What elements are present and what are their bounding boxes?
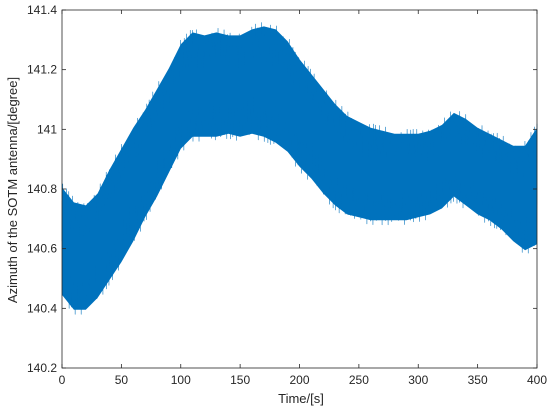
series-0-line xyxy=(61,22,538,315)
x-tick-label: 100 xyxy=(171,373,191,387)
y-tick-label: 141 xyxy=(37,122,57,136)
y-tick-label: 140.8 xyxy=(27,182,57,196)
x-tick-label: 250 xyxy=(349,373,369,387)
x-tick-label: 300 xyxy=(408,373,428,387)
y-axis-label: Azimuth of the SOTM antenna/[degree] xyxy=(5,77,20,303)
x-tick-label: 50 xyxy=(115,373,129,387)
y-tick-label: 140.4 xyxy=(27,301,57,315)
x-tick-label: 400 xyxy=(527,373,547,387)
x-tick-label: 150 xyxy=(230,373,250,387)
y-tick-label: 141.2 xyxy=(27,63,57,77)
x-tick-label: 0 xyxy=(59,373,66,387)
x-tick-label: 350 xyxy=(468,373,488,387)
plot-area xyxy=(61,22,538,315)
axes: 0 50 100 150 200 250 300 350 400 140.2 140.4 140.6 1… xyxy=(27,3,547,387)
y-tick-label: 141.4 xyxy=(27,3,57,17)
y-tick-label: 140.2 xyxy=(27,361,57,375)
y-tick-label: 140.6 xyxy=(27,242,57,256)
x-tick-label: 200 xyxy=(289,373,309,387)
x-axis-label: Time/[s] xyxy=(278,391,324,406)
